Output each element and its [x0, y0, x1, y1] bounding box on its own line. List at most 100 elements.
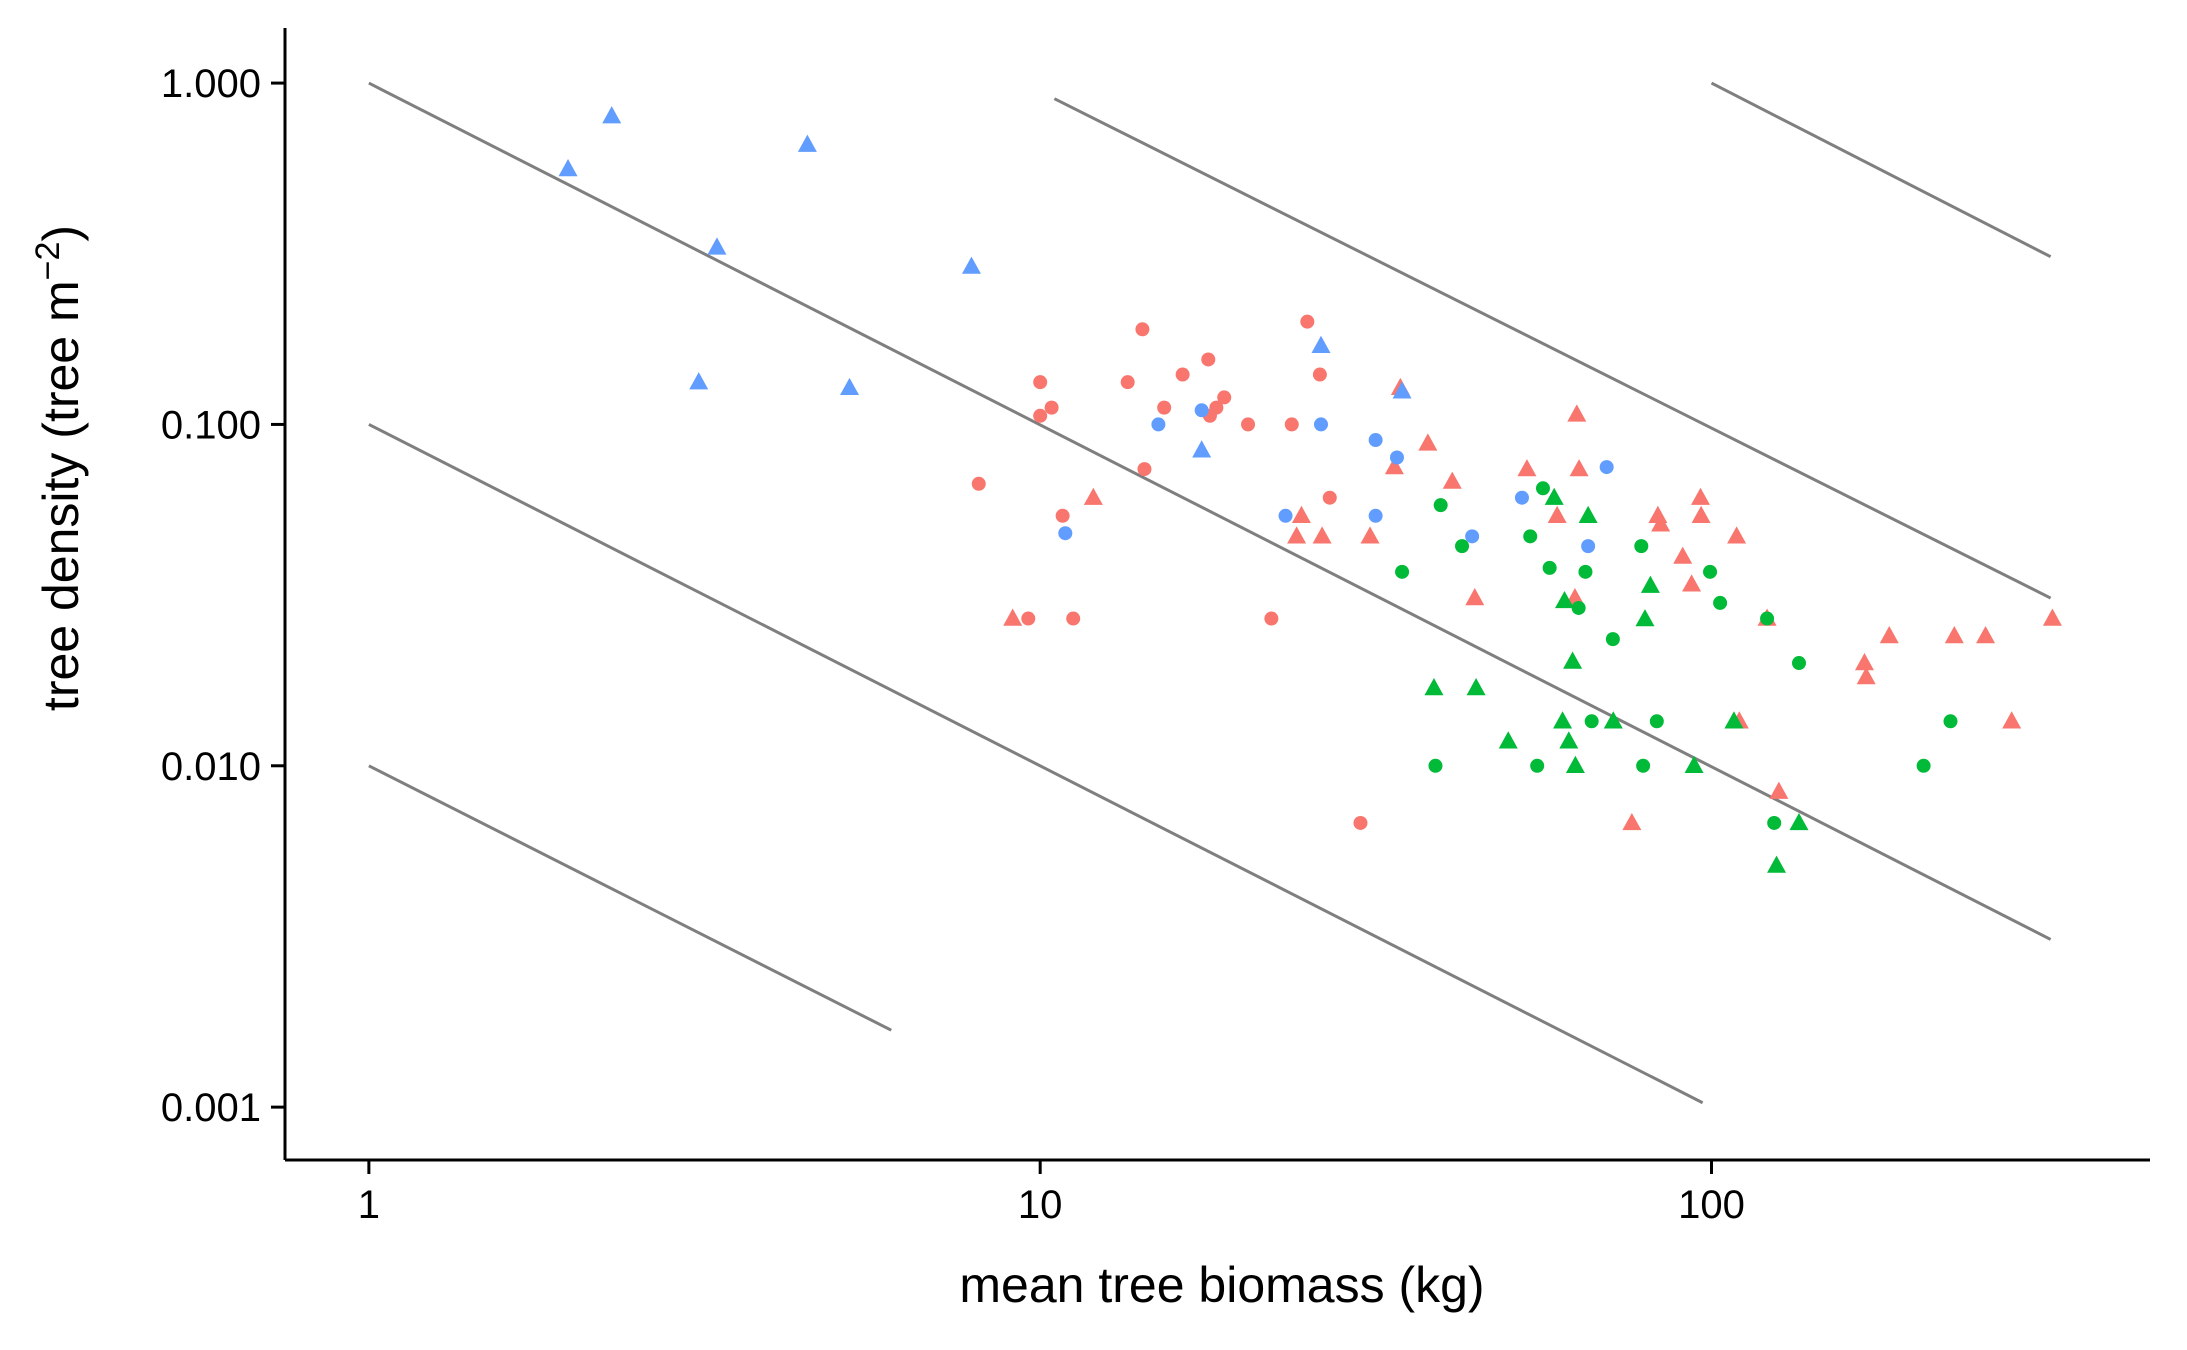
data-point-circle: [1175, 367, 1190, 382]
x-tick-label: 10: [1018, 1183, 1063, 1227]
data-point-circle: [1120, 375, 1135, 390]
data-point-triangle: [1976, 625, 1996, 644]
data-point-circle: [1791, 656, 1806, 671]
data-point-triangle: [1565, 755, 1585, 773]
data-point-triangle: [1553, 711, 1573, 729]
data-point-triangle: [1418, 433, 1438, 451]
data-point-triangle: [1767, 855, 1787, 873]
data-point-circle: [1584, 714, 1599, 729]
data-point-triangle: [1727, 526, 1747, 544]
data-points: [558, 106, 2062, 873]
data-point-triangle: [1684, 755, 1704, 773]
data-point-circle: [1713, 595, 1728, 610]
data-point-circle: [1514, 490, 1529, 505]
y-tick-label: 0.100: [161, 403, 261, 447]
data-point-circle: [1395, 564, 1410, 579]
y-axis-title-main: tree density (tree m: [33, 280, 89, 711]
y-axis-title-superscript: −2: [29, 242, 67, 281]
data-point-circle: [1241, 417, 1256, 432]
x-tick-label: 100: [1678, 1183, 1745, 1227]
data-point-circle: [1599, 460, 1614, 475]
data-point-circle: [1636, 758, 1651, 773]
data-point-circle: [1368, 508, 1383, 523]
data-point-triangle: [1192, 440, 1212, 458]
data-point-triangle: [602, 106, 622, 124]
data-point-circle: [1916, 758, 1931, 773]
data-point-circle: [1157, 400, 1172, 415]
data-point-circle: [1353, 815, 1368, 830]
y-tick-label: 1.000: [161, 62, 261, 106]
data-point-circle: [1530, 758, 1545, 773]
y-axis-title-close: ): [33, 225, 89, 242]
data-point-triangle: [1856, 667, 1876, 685]
data-point-triangle: [1578, 505, 1598, 523]
data-point-circle: [1044, 400, 1059, 415]
data-point-circle: [1058, 526, 1073, 541]
data-point-circle: [1571, 600, 1586, 615]
data-point-circle: [1135, 322, 1150, 337]
data-point-circle: [1703, 564, 1718, 579]
data-point-triangle: [1682, 574, 1702, 592]
data-point-triangle: [1691, 505, 1711, 523]
data-point-triangle: [2042, 608, 2062, 626]
data-point-circle: [1300, 314, 1315, 329]
data-point-circle: [1649, 714, 1664, 729]
data-point-circle: [1428, 758, 1443, 773]
data-point-circle: [1066, 611, 1081, 626]
data-point-circle: [1284, 417, 1299, 432]
data-point-triangle: [1569, 459, 1589, 477]
data-point-triangle: [1498, 731, 1518, 749]
reference-line: [368, 81, 2052, 941]
data-point-triangle: [2002, 711, 2022, 729]
data-point-circle: [1605, 632, 1620, 647]
data-point-triangle: [1442, 471, 1462, 489]
reference-line: [368, 764, 892, 1032]
data-point-triangle: [961, 256, 981, 274]
data-point-triangle: [1635, 609, 1655, 627]
data-point-triangle: [1879, 625, 1899, 644]
x-tick-label: 1: [358, 1183, 380, 1227]
data-point-triangle: [1640, 575, 1660, 593]
data-point-triangle: [1673, 546, 1693, 564]
data-point-triangle: [1944, 625, 1964, 644]
data-point-circle: [1322, 490, 1337, 505]
data-point-triangle: [840, 377, 860, 396]
data-point-triangle: [1392, 381, 1412, 399]
x-axis-ticks: 1 10 100: [358, 1160, 1745, 1227]
data-point-triangle: [1465, 588, 1485, 606]
data-point-triangle: [1311, 335, 1331, 353]
data-point-circle: [1055, 508, 1070, 523]
data-point-circle: [1523, 529, 1538, 544]
data-point-triangle: [1622, 812, 1642, 831]
data-point-triangle: [1789, 812, 1809, 831]
data-point-circle: [1535, 481, 1550, 496]
data-point-circle: [1578, 564, 1593, 579]
data-point-triangle: [1603, 711, 1623, 729]
data-point-circle: [1760, 611, 1775, 626]
data-point-circle: [1021, 611, 1036, 626]
data-point-triangle: [558, 159, 578, 177]
data-point-circle: [1455, 539, 1470, 554]
data-point-triangle: [797, 134, 817, 152]
data-point-circle: [1209, 400, 1224, 415]
y-axis-ticks: 1.000 0.100 0.010 0.001: [161, 62, 285, 1130]
data-point-triangle: [1565, 588, 1585, 606]
x-axis-title: mean tree biomass (kg): [959, 1257, 1484, 1313]
data-point-circle: [1217, 390, 1232, 405]
data-point-circle: [971, 476, 986, 491]
data-point-circle: [1033, 408, 1048, 423]
data-point-circle: [1634, 539, 1649, 554]
data-point-triangle: [1312, 526, 1332, 544]
data-point-triangle: [1651, 514, 1671, 532]
data-point-triangle: [1559, 731, 1579, 749]
data-point-triangle: [1291, 505, 1311, 523]
data-point-circle: [1767, 815, 1782, 830]
data-point-triangle: [1466, 677, 1486, 696]
data-point-circle: [1389, 450, 1404, 465]
data-point-triangle: [1083, 487, 1103, 505]
data-point-circle: [1151, 417, 1166, 432]
data-point-circle: [1943, 714, 1958, 729]
data-point-triangle: [1360, 526, 1380, 544]
